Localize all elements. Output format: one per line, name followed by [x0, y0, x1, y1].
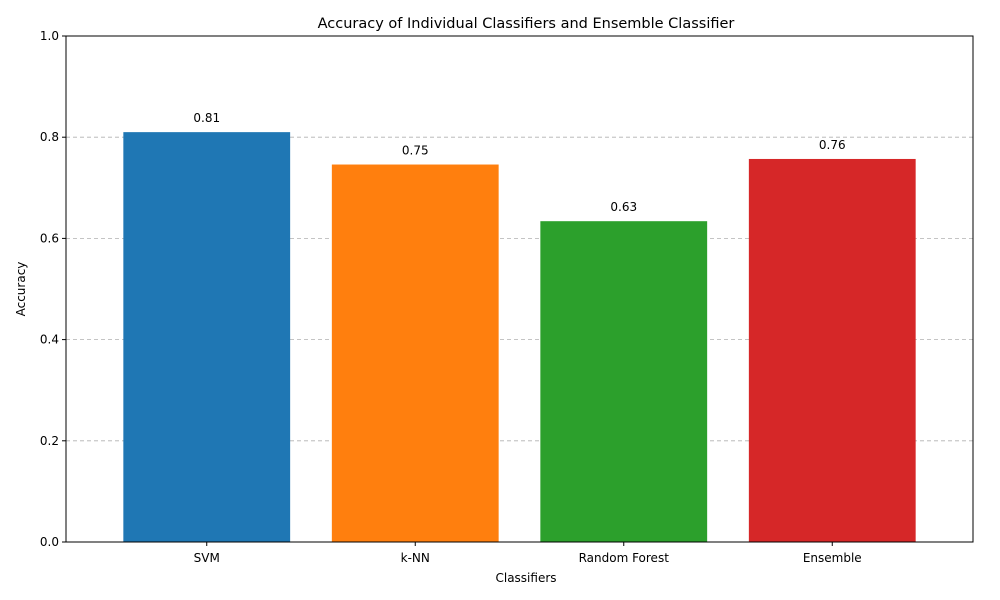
chart-title: Accuracy of Individual Classifiers and E…	[318, 16, 735, 32]
y-axis-label: Accuracy	[14, 262, 28, 317]
y-tick-label: 1.0	[40, 29, 59, 43]
y-tick-label: 0.8	[40, 130, 59, 144]
x-tick-label: SVM	[194, 551, 220, 565]
bar-svm	[123, 132, 291, 542]
bars-layer	[123, 132, 916, 543]
x-axis-label: Classifiers	[495, 571, 556, 585]
y-tick-label: 0.4	[40, 333, 59, 347]
data-label: 0.76	[819, 138, 846, 152]
data-label: 0.63	[610, 200, 637, 214]
y-axis: 0.0 0.2 0.4 0.6 0.8 1.0	[40, 29, 66, 549]
bar-k-nn	[331, 164, 499, 543]
x-tick-label: Ensemble	[803, 551, 862, 565]
x-tick-label: k-NN	[401, 551, 430, 565]
data-labels-layer: 0.81 0.75 0.63 0.76	[193, 111, 845, 214]
y-tick-label: 0.2	[40, 434, 59, 448]
y-tick-label: 0.0	[40, 535, 59, 549]
data-label: 0.75	[402, 144, 429, 158]
x-tick-label: Random Forest	[579, 551, 670, 565]
y-tick-label: 0.6	[40, 231, 59, 245]
plot-frame	[65, 35, 974, 543]
x-axis: SVM k-NN Random Forest Ensemble	[194, 542, 862, 565]
bar-random-forest	[540, 221, 708, 543]
data-label: 0.81	[193, 111, 220, 125]
bar-ensemble	[748, 158, 916, 542]
